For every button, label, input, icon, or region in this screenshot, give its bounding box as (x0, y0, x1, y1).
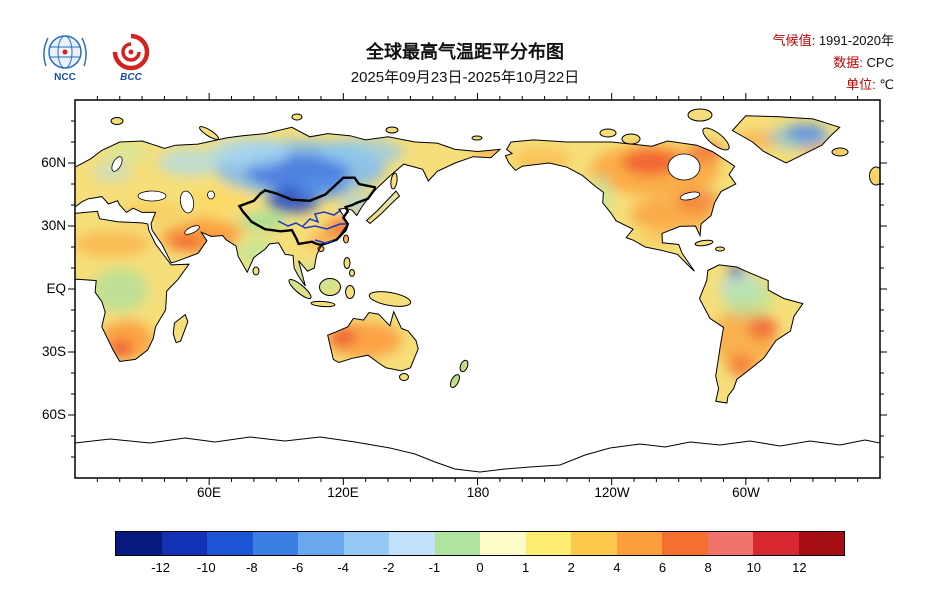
aral-sea (207, 190, 215, 200)
colorbar-segment (798, 532, 844, 555)
lon-label-60w: 60W (732, 485, 760, 500)
baltic-sea (111, 156, 123, 172)
colorbar-tick-label: -4 (337, 560, 349, 575)
ncc-logo-label: NCC (54, 72, 76, 83)
swirl-icon (112, 33, 150, 71)
meta-block: 气候值: 1991-2020年 数据: CPC 单位: ℃ (694, 30, 894, 96)
colorbar-segment (298, 532, 344, 555)
colorbar-tick-label: 2 (567, 560, 575, 575)
inland-seas (111, 153, 701, 235)
colorbar-tick-label: -2 (382, 560, 395, 575)
colorbar (115, 531, 845, 556)
meta-climatology: 气候值: 1991-2020年 (772, 33, 894, 48)
lat-label-60n: 60N (41, 155, 66, 170)
china-rivers (277, 209, 346, 244)
colorbar-segment (343, 532, 389, 555)
pearl-river (314, 239, 334, 244)
colorbar-segment (161, 532, 207, 555)
lat-label-eq: EQ (46, 281, 66, 296)
colorbar-segment (116, 532, 162, 555)
colorbar-segment (707, 532, 753, 555)
colorbar-segment (389, 532, 435, 555)
laurel-right-icon (81, 37, 87, 67)
lon-label-120e: 120E (327, 485, 359, 500)
colorbar-tick-label: -10 (196, 560, 216, 575)
colorbar-tick-label: -6 (291, 560, 304, 575)
colorbar-tick-label: -1 (428, 560, 441, 575)
colorbar-segment (252, 532, 298, 555)
colorbar-tick-label: 0 (476, 560, 484, 575)
colorbar-labels: -12 -10 -8 -6 -4 -2 -1 0 1 2 4 6 8 10 12 (115, 560, 845, 576)
lon-label-180: 180 (466, 485, 490, 500)
axis-ticks (68, 93, 887, 485)
great-lakes (679, 191, 701, 201)
persian-gulf (184, 225, 200, 235)
colorbar-tick-label: 4 (613, 560, 621, 575)
colorbar-segment (434, 532, 480, 555)
colorbar-segment (662, 532, 708, 555)
colorbar-segment (616, 532, 662, 555)
black-sea (137, 190, 167, 202)
date-range: 2025年09月23日-2025年10月22日 (350, 69, 580, 86)
lon-label-60e: 60E (196, 485, 222, 500)
bcc-logo-label: BCC (120, 72, 142, 83)
hudson-bay (667, 153, 701, 181)
antarctica (75, 436, 880, 478)
lon-label-120w: 120W (594, 485, 630, 500)
yangtze-river (277, 220, 346, 230)
laurel-left-icon (43, 37, 49, 67)
colorbar-tick-label: 1 (522, 560, 530, 575)
china-border (237, 176, 376, 247)
colorbar-segment (753, 532, 799, 555)
colorbar-segment (480, 532, 526, 555)
colorbar-segment (571, 532, 617, 555)
colorbar-tick-label: 6 (658, 560, 667, 575)
lat-label-60s: 60S (41, 407, 66, 422)
colorbar-segment (525, 532, 571, 555)
yellow-river (302, 209, 342, 227)
colorbar-tick-label: 12 (792, 560, 807, 575)
meta-source: 数据: CPC (833, 55, 894, 70)
colorbar-tick-label: -8 (246, 560, 258, 575)
colorbar-tick-label: 8 (704, 560, 712, 575)
colorbar-tick-label: 10 (746, 560, 761, 575)
caspian-sea (179, 190, 195, 214)
page-title: 全球最高气温距平分布图 (366, 42, 564, 62)
colorbar-tick-label: -12 (151, 560, 171, 575)
lat-label-30n: 30N (41, 218, 66, 233)
meta-unit: 单位: ℃ (846, 77, 894, 92)
colorbar-segment (207, 532, 253, 555)
bcc-logo: BCC (112, 33, 150, 83)
ncc-logo: NCC (43, 35, 87, 83)
lat-label-30s: 30S (41, 344, 66, 359)
